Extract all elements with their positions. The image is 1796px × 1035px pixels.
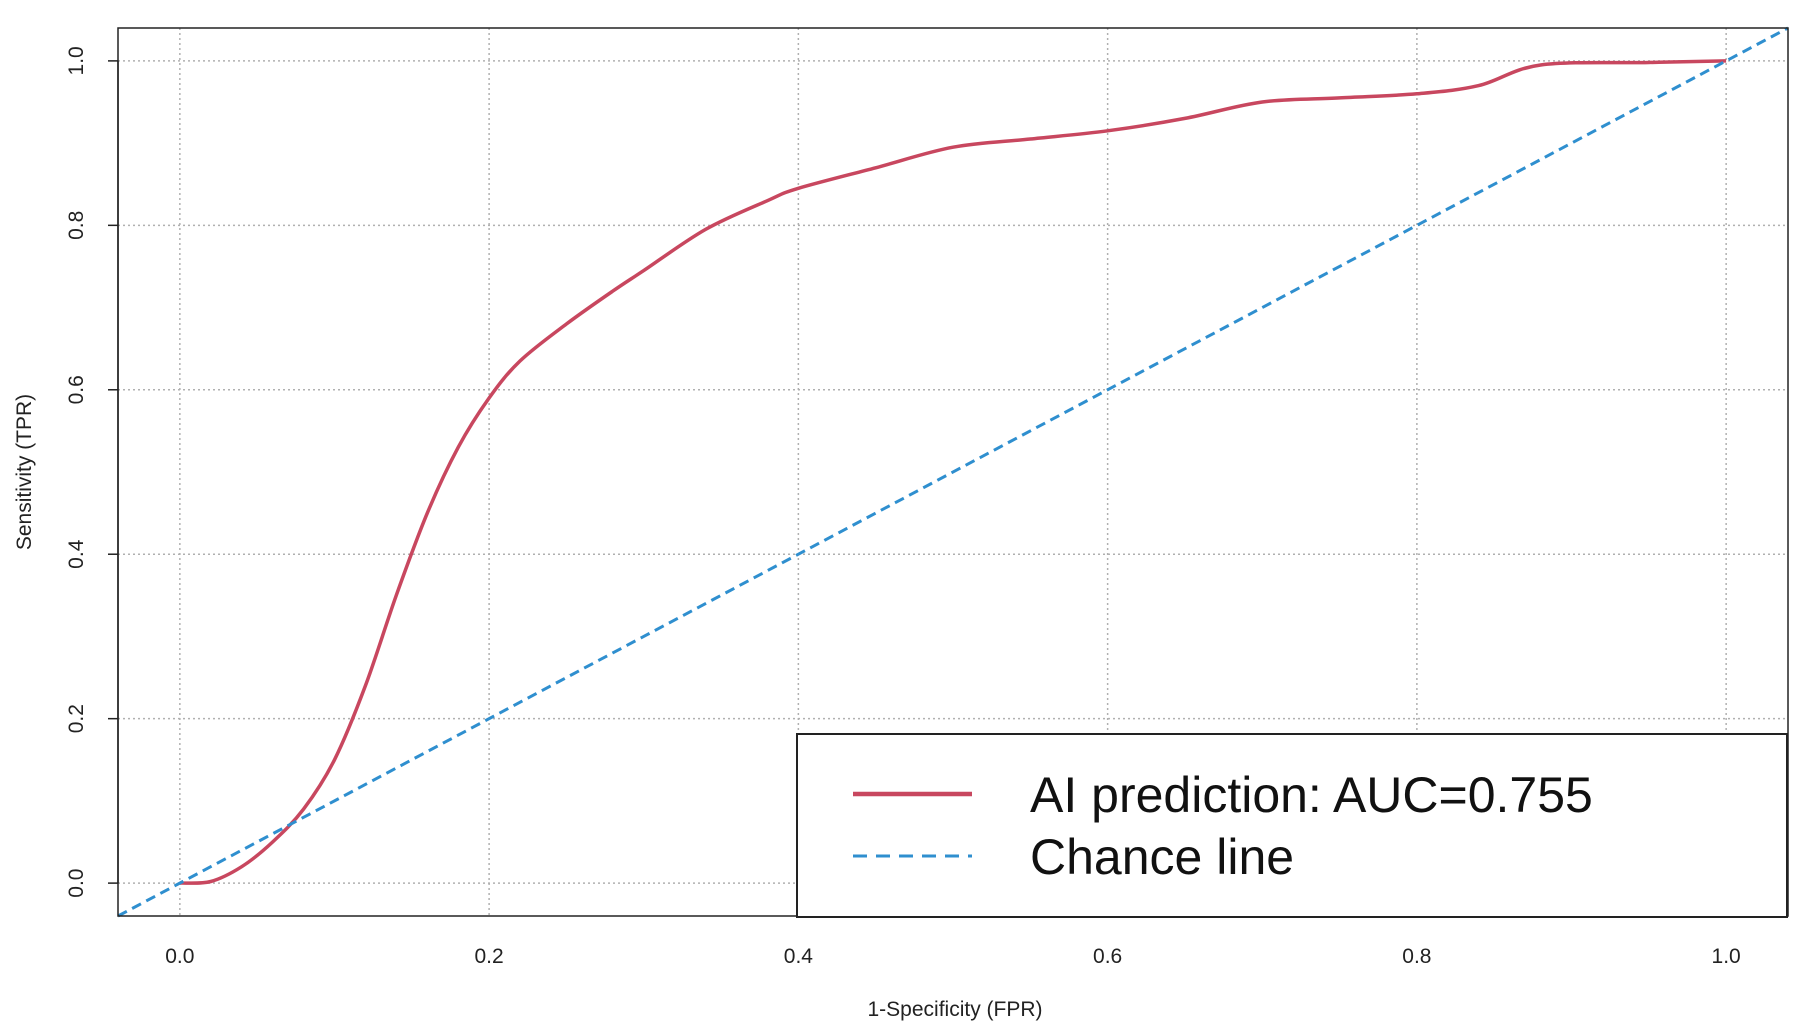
legend-box bbox=[796, 733, 1788, 918]
y-tick-label: 0.6 bbox=[65, 375, 88, 404]
series bbox=[117, 26, 1789, 918]
x-axis-title: 1-Specificity (FPR) bbox=[867, 998, 1042, 1021]
ai-prediction-roc-curve bbox=[179, 59, 1727, 885]
legend: AI prediction: AUC=0.755 Chance line bbox=[796, 733, 1788, 918]
x-axis-ticks: 0.0 0.2 0.4 0.6 0.8 1.0 bbox=[165, 945, 1740, 968]
y-tick-label: 1.0 bbox=[65, 46, 88, 75]
x-tick-label: 0.0 bbox=[165, 945, 194, 968]
legend-label-ai-prediction: AI prediction: AUC=0.755 bbox=[1030, 767, 1593, 823]
y-tick-label: 0.4 bbox=[65, 539, 88, 569]
y-axis-ticks: 0.0 0.2 0.4 0.6 0.8 1.0 bbox=[65, 46, 118, 898]
y-tick-label: 0.0 bbox=[65, 869, 88, 898]
chance-line-series bbox=[117, 26, 1789, 918]
x-tick-label: 0.4 bbox=[784, 945, 814, 968]
x-tick-label: 0.2 bbox=[475, 945, 504, 968]
x-tick-label: 0.6 bbox=[1093, 945, 1122, 968]
y-tick-label: 0.2 bbox=[65, 704, 88, 733]
y-axis-title: Sensitivity (TPR) bbox=[13, 394, 36, 550]
x-tick-label: 1.0 bbox=[1712, 945, 1741, 968]
y-tick-label: 0.8 bbox=[65, 211, 88, 240]
x-tick-label: 0.8 bbox=[1402, 945, 1431, 968]
legend-label-chance-line: Chance line bbox=[1030, 829, 1294, 885]
